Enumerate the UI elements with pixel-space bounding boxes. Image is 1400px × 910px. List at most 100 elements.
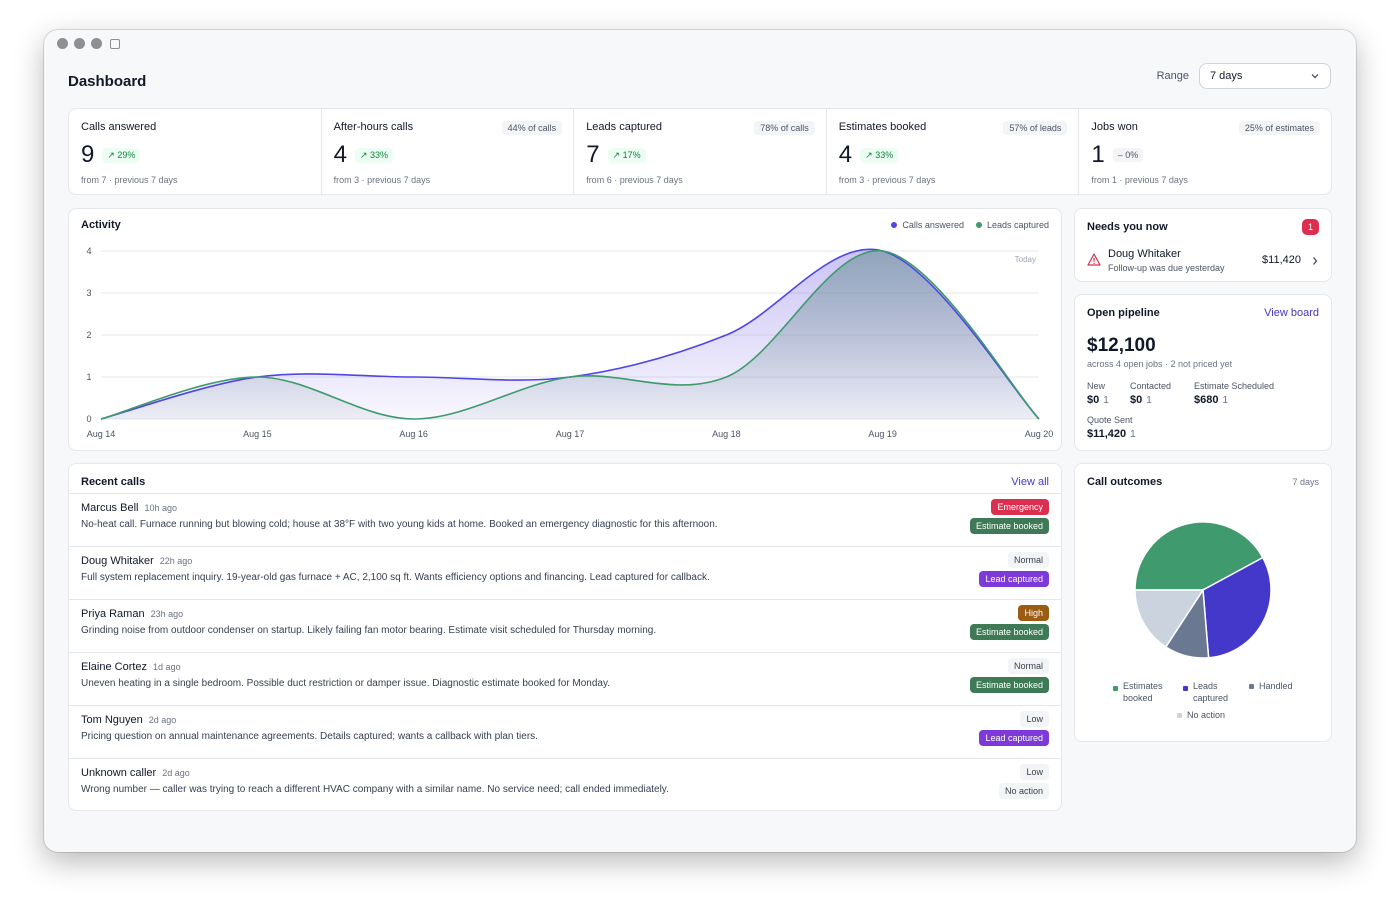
outcome-badge: Lead captured: [979, 571, 1049, 587]
activity-chart[interactable]: 0 1 2 3 4 Aug 14 Aug 15 Aug 16 Aug 17 Aug 18 Aug 1…: [69, 209, 1061, 450]
stage-value: $680 1: [1194, 394, 1274, 406]
legend-swatch: [1183, 686, 1188, 691]
stat-value: 9: [81, 141, 95, 168]
kpi-stats: Calls answered 9 ↗ 29% from 7 · previous…: [68, 108, 1332, 195]
legend-item-handled[interactable]: Handled: [1249, 680, 1293, 704]
stat-delta-text: 17%: [622, 149, 641, 160]
stat-delta: ↗ 17%: [607, 147, 646, 163]
priority-badge: High: [1018, 605, 1049, 621]
pipeline-stage-contacted[interactable]: Contacted $0 1: [1130, 381, 1171, 406]
pipeline-stage-quote-sent[interactable]: Quote Sent $11,420 1: [1087, 415, 1136, 440]
pipeline-title: Open pipeline: [1087, 307, 1160, 319]
stat-estimates-booked[interactable]: Estimates booked 57% of leads 4 ↗ 33% fr…: [827, 109, 1080, 194]
activity-title: Activity: [81, 219, 121, 231]
legend-item-calls[interactable]: Calls answered: [891, 220, 964, 230]
outcome-badge: Estimate booked: [969, 518, 1049, 534]
caller-name-text: Marcus Bell: [81, 502, 139, 514]
stat-value: 1: [1091, 141, 1105, 168]
pipeline-subtitle: across 4 open jobs · 2 not priced yet: [1087, 359, 1233, 369]
stat-label: After-hours calls: [333, 121, 414, 133]
stat-value: 7: [586, 141, 600, 168]
x-tick-label: Aug 17: [556, 429, 585, 439]
stat-after-hours[interactable]: After-hours calls 44% of calls 4 ↗ 33% f…: [322, 109, 575, 194]
pie-slice-no-action[interactable]: [1134, 589, 1205, 648]
stage-value: $11,420 1: [1087, 428, 1136, 440]
caller-name-text: Tom Nguyen: [81, 714, 143, 726]
recent-calls-title: Recent calls: [81, 476, 146, 488]
stat-leads-captured[interactable]: Leads captured 78% of calls 7 ↗ 17% from…: [574, 109, 827, 194]
pipeline-stage-estimate-scheduled[interactable]: Estimate Scheduled $680 1: [1194, 381, 1274, 406]
legend-item-leads[interactable]: Leads captured: [1183, 680, 1237, 704]
call-time: 1d ago: [153, 662, 181, 672]
legend-swatch: [891, 222, 898, 228]
stat-jobs-won[interactable]: Jobs won 25% of estimates 1 – 0% from 1 …: [1079, 109, 1331, 194]
stat-sub: from 1 · previous 7 days: [1091, 175, 1188, 185]
legend-item-leads[interactable]: Leads captured: [975, 220, 1049, 230]
caller-name-text: Priya Raman: [81, 608, 145, 620]
stage-label: Estimate Scheduled: [1194, 381, 1275, 391]
minimize-window-button[interactable]: [74, 38, 85, 49]
call-row[interactable]: Priya Raman 23h ago Grinding noise from o…: [69, 599, 1061, 653]
series-line-leads[interactable]: [100, 250, 1040, 420]
stat-delta-text: 33%: [875, 149, 894, 160]
activity-card: Activity Calls answered Leads captured 0…: [68, 208, 1062, 451]
x-tick-label: Aug 16: [399, 429, 428, 439]
call-row[interactable]: Elaine Cortez 1d ago Uneven heating in a …: [69, 652, 1061, 706]
call-row[interactable]: Unknown caller 2d ago Wrong number — call…: [69, 758, 1061, 812]
stat-share-pill: 57% of leads: [1003, 121, 1068, 135]
legend-item-estimates[interactable]: Estimates booked: [1113, 680, 1171, 704]
stat-delta: ↗ 33%: [860, 147, 899, 163]
window-controls: [57, 38, 120, 49]
stage-count: 1: [1103, 395, 1109, 406]
call-summary: No-heat call. Furnace running but blowin…: [81, 519, 718, 530]
pie-slice-estimates-booked[interactable]: [1134, 521, 1264, 591]
call-row[interactable]: Tom Nguyen 2d ago Pricing question on ann…: [69, 705, 1061, 759]
view-all-calls-link[interactable]: View all: [1011, 476, 1049, 488]
zoom-window-button[interactable]: [91, 38, 102, 49]
stat-calls-answered[interactable]: Calls answered 9 ↗ 29% from 7 · previous…: [69, 109, 322, 194]
warning-icon: [1087, 253, 1101, 266]
priority-badge: Emergency: [991, 499, 1049, 515]
stat-delta: ↗ 29%: [102, 147, 141, 163]
sidebar-toggle-icon[interactable]: [110, 38, 120, 49]
priority-badge: Normal: [1007, 552, 1049, 568]
stat-label: Jobs won: [1091, 121, 1138, 133]
stat-delta: – 0%: [1112, 148, 1144, 162]
legend-swatch: [1177, 712, 1182, 718]
caller-name: Unknown caller 2d ago: [81, 767, 190, 779]
stage-count: 1: [1222, 395, 1229, 406]
stat-delta-text: 33%: [370, 149, 389, 160]
pipeline-stage-new[interactable]: New $0 1: [1087, 381, 1109, 406]
today-label: Today: [1015, 255, 1036, 264]
stat-delta: ↗ 33%: [354, 147, 394, 163]
pie-slice-leads-captured[interactable]: [1202, 556, 1272, 659]
needs-item[interactable]: Doug Whitaker Follow-up was due yesterda…: [1075, 245, 1331, 277]
call-row[interactable]: Doug Whitaker 22h ago Full system replace…: [69, 546, 1061, 600]
stage-count: 1: [1130, 429, 1136, 440]
outcomes-pie-chart[interactable]: [1075, 504, 1331, 674]
stat-delta-text: 29%: [117, 149, 136, 160]
stage-amount: $11,420: [1087, 428, 1127, 440]
y-tick-label: 2: [86, 330, 91, 340]
outcome-badge: Lead captured: [979, 730, 1049, 746]
needs-you-now-card: Needs you now 1 Doug Whitaker Follow-up …: [1074, 208, 1332, 282]
x-tick-label: Aug 14: [87, 429, 116, 439]
stage-amount: $0: [1130, 394, 1143, 406]
stat-share-pill: 25% of estimates: [1238, 121, 1320, 135]
stage-count: 1: [1146, 395, 1152, 406]
range-select[interactable]: 7 days: [1199, 63, 1331, 89]
y-tick-label: 1: [86, 372, 91, 382]
legend-item-no-action[interactable]: No action: [1177, 710, 1225, 720]
view-board-link[interactable]: View board: [1264, 307, 1319, 319]
close-window-button[interactable]: [57, 38, 68, 49]
call-summary: Grinding noise from outdoor condenser on…: [81, 625, 657, 636]
stat-delta-text: 0%: [1125, 150, 1139, 160]
legend-label: Handled: [1259, 681, 1293, 691]
legend-label: Calls answered: [902, 220, 964, 230]
outcomes-legend: Estimates booked Leads captured Handled: [1113, 680, 1293, 704]
call-outcomes-card: Call outcomes 7 days Estimates booked Le…: [1074, 463, 1332, 742]
caller-name: Marcus Bell 10h ago: [81, 502, 177, 514]
priority-badge: Low: [1020, 711, 1049, 727]
range-label: Range: [1156, 70, 1189, 82]
call-row[interactable]: Marcus Bell 10h ago No-heat call. Furnace…: [69, 493, 1061, 547]
